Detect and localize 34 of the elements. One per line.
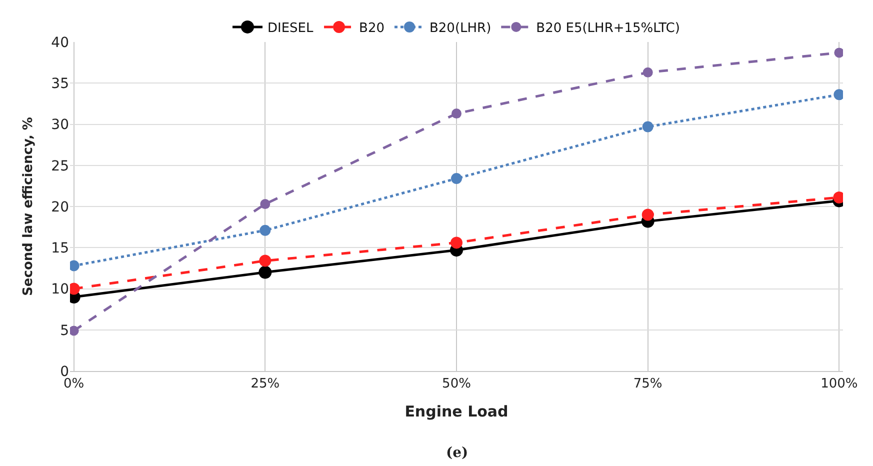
point	[259, 254, 272, 267]
y-tick-label: 35	[51, 76, 69, 92]
x-tick-label: 25%	[250, 376, 280, 392]
legend-label: B20 E5(LHR+15%LTC)	[536, 21, 680, 36]
y-tick-label: 15	[51, 240, 69, 257]
text: (e)	[446, 445, 468, 461]
y-tick-label: 10	[51, 282, 69, 298]
y-tick-label: 30	[51, 117, 69, 134]
y-tick-label: 40	[51, 34, 69, 51]
point	[70, 326, 79, 336]
point	[642, 121, 654, 132]
y-tick-label: 25	[51, 158, 69, 174]
legend-label: B20(LHR)	[429, 21, 492, 36]
legend-label: B20	[359, 21, 384, 36]
point	[834, 48, 843, 58]
point	[260, 199, 270, 210]
legend-label: DIESEL	[268, 21, 314, 36]
x-tick-label: 0%	[64, 376, 84, 392]
point	[642, 67, 653, 78]
point	[260, 224, 271, 236]
point	[834, 89, 843, 100]
y-tick-label: 20	[51, 199, 69, 216]
point	[450, 236, 462, 249]
point	[451, 173, 462, 184]
point	[452, 108, 462, 119]
x-axis-title: Engine Load	[404, 402, 508, 421]
point	[642, 208, 654, 221]
y-tick-label: 5	[60, 322, 69, 339]
y-axis-title: Second law efficiency, %	[21, 117, 36, 296]
point	[70, 260, 80, 272]
x-tick-label: 75%	[633, 376, 662, 392]
x-tick-label: 100%	[820, 376, 858, 392]
x-tick-label: 50%	[442, 376, 471, 392]
point	[258, 266, 272, 279]
